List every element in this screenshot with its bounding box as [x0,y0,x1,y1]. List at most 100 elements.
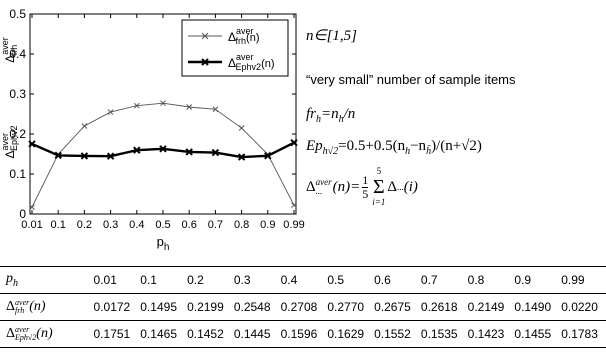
table-row2-cell-6: 0.1552 [374,320,421,348]
avg-sub: ... [315,186,323,196]
series-0-point-5 [160,100,166,107]
series-0-point-10 [291,202,297,209]
table-header-cell-6: 0.6 [374,266,421,294]
row1-sup: aver [15,297,30,307]
ep-rhs-sub: h [405,146,411,157]
table-row1-cell-0: 0.0172 [93,293,141,321]
table-header-cell-3: 0.3 [233,266,281,294]
fr-lhs: fr [306,106,317,122]
ep-rhs-c: )/(n+√2) [431,138,482,154]
avg-sum-top: 5 [376,166,382,176]
table-header-cell-9: 0.9 [514,266,562,294]
fr-equation: frh=nh/n [306,106,355,125]
y-axis-label-bottom: ΔaverEphv2 [0,125,19,158]
avg-tail-sub: ... [397,182,404,192]
avg-lhs: Δ [306,178,316,195]
fr-sub: h [316,114,322,125]
range-text: n∈[1,5] [306,28,357,44]
avg-den: 5 [362,186,369,201]
line-chart: 0 0.1 0.2 0.3 0.4 0.5 0.01 0.1 0.2 0.3 0.4 0.5 0.6 0.… [0,7,305,253]
x-tick-label-7: 0.7 [208,219,223,231]
avg-sum-sign: Σ [373,176,385,198]
table-row2-cell-4: 0.1596 [280,320,328,348]
table-header-cell-10: 0.99 [561,266,606,294]
table-row2-cell-2: 0.1452 [187,320,234,348]
table-header-label: ph [0,266,94,294]
avg-arg: (n)= [332,178,361,195]
row2-sub: Eph√2 [15,332,37,342]
x-tick-label-0: 0.01 [21,219,42,231]
series-1-point-10 [290,138,298,147]
ep-rhs-bar-sub: h̄ [426,146,432,157]
table-row1-cell-9: 0.1490 [514,293,562,321]
avg-num: 1 [362,172,369,187]
series-1-point-2 [80,152,89,160]
x-tick-label-10: 0.99 [283,219,304,231]
avg-fraction: 1 5 [362,172,369,201]
table-header-cell-4: 0.4 [280,266,328,294]
ep-sub: h√2 [322,146,339,157]
x-tick-label-6: 0.6 [182,219,197,231]
y-tick-label-4: 0.4 [9,47,26,61]
table-row1-cell-5: 0.2770 [327,293,375,321]
fr-rhs-a: =n [321,106,339,122]
table-row2-cell-5: 0.1629 [327,320,375,348]
series-0-point-0 [29,204,35,210]
series-0-point-7 [212,106,219,113]
table-header-cell-8: 0.8 [467,266,515,294]
table-header-cell-5: 0.5 [327,266,375,294]
series-1-point-0 [28,140,36,148]
table-row1-cell-6: 0.2675 [374,293,421,321]
legend-label-0: Δaver frh(n) [228,26,260,46]
table-header-cell-2: 0.2 [187,266,234,294]
table-row1-cell-7: 0.2618 [420,293,468,321]
table-row2-cell-0: 0.1751 [93,320,141,348]
y-tick-label-1: 0.1 [9,167,26,181]
ep-rhs-b: −n [410,138,427,154]
fr-rhs-b: /n [343,106,356,122]
series-1-point-9 [264,152,272,160]
legend-marker-0 [201,32,209,40]
table-header-row: ph 0.01 0.1 0.2 0.3 0.4 0.5 0.6 0.7 0.8 0.9 0.99 [0,266,606,294]
row1-arg: (n) [29,299,46,315]
series-1-point-8 [237,153,246,161]
legend-box [181,19,289,77]
series-0-point-6 [186,104,193,110]
y-tick-label-2: 0.2 [9,127,26,141]
table-row1-cell-1: 0.1495 [140,293,188,321]
table-row2-cell-10: 0.1783 [561,320,606,348]
row2-sup: aver [15,324,30,334]
avg-sup: aver [315,177,332,187]
avg-tail-arg: (i) [403,178,418,195]
series-1-point-4 [133,146,141,154]
sample-note-text: “very small” number of sample items [306,72,516,87]
header-label: p [6,271,13,287]
table-header-cell-0: 0.01 [93,266,141,294]
series-1-point-3 [106,152,115,160]
table-row2-cell-7: 0.1535 [420,320,468,348]
table-row2-cell-3: 0.1445 [233,320,281,348]
table-row2-cell-9: 0.1455 [514,320,562,348]
series-0-point-4 [133,102,140,109]
row1-sub: frh [15,305,25,315]
ep-rhs: =0.5+0.5(n [338,138,406,154]
range-equation: n∈[1,5] [306,26,357,45]
table-row2-cell-1: 0.1465 [140,320,188,348]
x-tick-label-5: 0.5 [155,219,170,231]
y-tick-label-3: 0.3 [9,87,26,101]
x-tick-label-1: 0.1 [51,219,66,231]
y-axis-label-top: Δaverfrh [0,37,19,63]
row2-arg: (n) [36,326,53,342]
avg-sum-bot: i=1 [372,197,386,207]
avg-equation: Δ aver ... (n)= 1 5 5 Σ i=1 Δ... (i) [306,166,418,208]
table-row1-cell-2: 0.2199 [187,293,234,321]
x-tick-label-3: 0.3 [103,219,118,231]
table-row1-cell-10: 0.0220 [561,293,606,321]
x-tick-label-2: 0.2 [77,219,92,231]
row1-label: Δ [6,299,16,315]
